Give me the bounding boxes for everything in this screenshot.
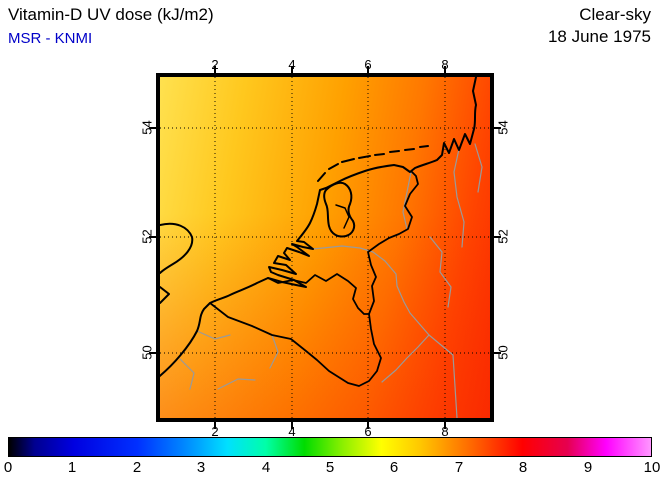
lon-tick-label-top: 4 [288, 57, 296, 72]
lat-tick-label-left: 54 [139, 120, 155, 135]
colorbar-tick-label: 2 [132, 459, 142, 476]
axis-tick [444, 422, 446, 429]
colorbar-gradient [8, 437, 652, 457]
coastlines-and-borders [160, 77, 477, 387]
axis-tick [494, 236, 501, 238]
colorbar-tick-label: 4 [261, 459, 271, 476]
colorbar-tick-label: 6 [389, 459, 399, 476]
map-frame [149, 66, 501, 429]
moselle-river [381, 334, 430, 383]
colorbar-tick-label: 5 [325, 459, 335, 476]
lat-tick-label-left: 50 [139, 345, 155, 360]
grid-lines [160, 77, 490, 418]
lat-tick-label-left: 52 [139, 229, 155, 244]
colorbar-tick-label: 7 [454, 459, 464, 476]
lat-tick-label-right: 52 [495, 229, 511, 244]
lon-tick-label-bottom: 8 [441, 424, 449, 439]
colorbar-tick-label: 9 [583, 459, 593, 476]
axis-tick [149, 127, 156, 129]
england-coastline [160, 222, 194, 304]
lat-tick-label-right: 50 [495, 345, 511, 360]
colorbar-tick-label: 3 [196, 459, 206, 476]
national-borders [209, 171, 419, 387]
colorbar-tick-label: 10 [643, 459, 661, 476]
flevoland-coastline [335, 204, 350, 229]
colorbar-tick-label: 0 [3, 459, 13, 476]
ijsselmeer-coastline [323, 181, 356, 238]
lon-tick-label-top: 2 [211, 57, 219, 72]
axis-tick [367, 66, 369, 73]
axis-tick [149, 236, 156, 238]
axis-tick [214, 422, 216, 429]
rhine-river [311, 245, 458, 418]
lon-tick-label-bottom: 2 [211, 424, 219, 439]
lon-tick-label-bottom: 4 [288, 424, 296, 439]
date-label: 18 June 1975 [547, 27, 651, 46]
map-overlay [160, 77, 490, 418]
sky-condition-label: Clear-sky [579, 5, 651, 24]
page-title: Vitamin-D UV dose (kJ/m2) [8, 5, 214, 24]
axis-tick [214, 66, 216, 73]
axis-tick [367, 422, 369, 429]
lon-tick-label-bottom: 6 [364, 424, 372, 439]
axis-tick [494, 127, 501, 129]
wadden-islands-coastline [317, 145, 429, 182]
weser-river [453, 148, 465, 248]
data-source-label: MSR - KNMI [8, 30, 93, 47]
axis-tick [494, 352, 501, 354]
colorbar-tick-label: 8 [518, 459, 528, 476]
german-regional-lines [429, 143, 483, 308]
lat-tick-label-right: 54 [495, 120, 511, 135]
axis-tick [149, 352, 156, 354]
lon-tick-label-top: 8 [441, 57, 449, 72]
axis-tick [291, 422, 293, 429]
axis-tick [444, 66, 446, 73]
colorbar-tick-label: 1 [67, 459, 77, 476]
ems-river [402, 171, 412, 230]
axis-tick [291, 66, 293, 73]
lon-tick-label-top: 6 [364, 57, 372, 72]
rivers-and-regional-borders [179, 143, 483, 418]
french-regional-lines [179, 330, 279, 390]
continental-coastline [160, 77, 477, 378]
